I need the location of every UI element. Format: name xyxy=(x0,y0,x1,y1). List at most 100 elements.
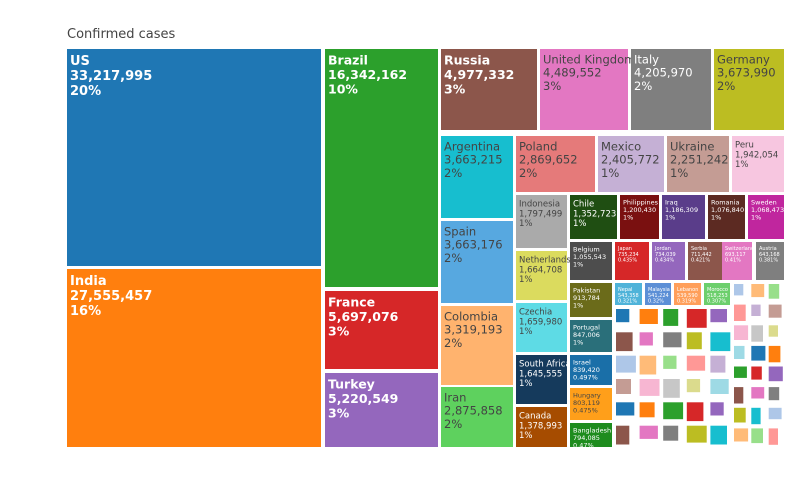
tile-label-percent: 1% xyxy=(573,301,583,309)
tile-label-value: 847,006 xyxy=(573,331,600,339)
treemap-tile-rect xyxy=(714,49,784,130)
small-country-tile xyxy=(768,345,781,363)
tile-label-percent: 2% xyxy=(717,79,735,93)
small-country-tile xyxy=(768,284,780,299)
treemap-tile-rect xyxy=(516,136,595,192)
tile-label-name: France xyxy=(328,295,375,310)
tile-label-value: 3,319,193 xyxy=(444,323,503,337)
tile-label-value: 3,663,176 xyxy=(444,238,503,252)
tile-label-value: 1,378,993 xyxy=(519,421,562,431)
tile-label-name: Iraq xyxy=(665,199,678,207)
tile-label-percent: 2% xyxy=(444,417,462,431)
small-country-tile xyxy=(686,332,702,350)
chart-title: Confirmed cases xyxy=(67,27,176,42)
tile-label-value: 1,076,840 xyxy=(711,206,744,214)
treemap-tile-rect xyxy=(631,49,711,130)
tile-label-name: Poland xyxy=(519,140,557,154)
tile-label-name: Mexico xyxy=(601,140,641,154)
tile-label-percent: 1% xyxy=(519,327,533,337)
tile-label-percent: 2% xyxy=(519,166,537,180)
tile-label-percent: 1% xyxy=(519,219,533,229)
tile-label-percent: 2% xyxy=(444,336,462,350)
tile-label-name: Malaysia xyxy=(648,287,670,293)
treemap-tile-rect xyxy=(540,49,628,130)
small-country-tile xyxy=(734,407,746,423)
tile-label-value: 539,590 xyxy=(677,293,698,299)
small-country-tile xyxy=(616,332,633,352)
tile-label-value: 913,784 xyxy=(573,294,600,302)
tile-label-percent: 1% xyxy=(623,213,633,221)
tile-label-value: 1,068,473 xyxy=(751,206,784,214)
small-country-tile xyxy=(734,366,747,378)
tile-label-percent: 1% xyxy=(711,213,721,221)
tile-label-name: Turkey xyxy=(328,377,375,392)
tile-label-value: 693,117 xyxy=(725,252,746,258)
treemap-tile-rect xyxy=(756,242,784,280)
tile-label-name: Sweden xyxy=(751,199,777,207)
tile-label-name: Argentina xyxy=(444,140,500,154)
small-country-tile xyxy=(768,428,778,445)
treemap-tile-rect xyxy=(620,195,659,239)
treemap-tile-rect xyxy=(615,242,649,280)
treemap-tile-rect xyxy=(570,355,612,385)
tile-label-percent: 3% xyxy=(444,81,466,96)
tile-label-value: 2,251,242 xyxy=(670,153,729,167)
small-country-tile xyxy=(639,332,653,346)
tile-label-value: 711,442 xyxy=(691,252,712,258)
small-country-tile xyxy=(616,425,630,445)
tile-label-name: Pakistan xyxy=(573,287,600,295)
tile-label-percent: 0.497% xyxy=(573,373,598,381)
tile-label-percent: 1% xyxy=(751,213,761,221)
small-country-tile xyxy=(734,304,746,321)
small-country-tile xyxy=(751,304,761,316)
treemap-tile-rect xyxy=(516,355,567,404)
small-country-tile xyxy=(768,387,780,401)
tile-label-percent: 2% xyxy=(444,166,462,180)
small-country-tile xyxy=(686,402,704,422)
treemap-tile-rect xyxy=(441,136,513,218)
tile-label-name: Lebanon xyxy=(677,287,698,293)
